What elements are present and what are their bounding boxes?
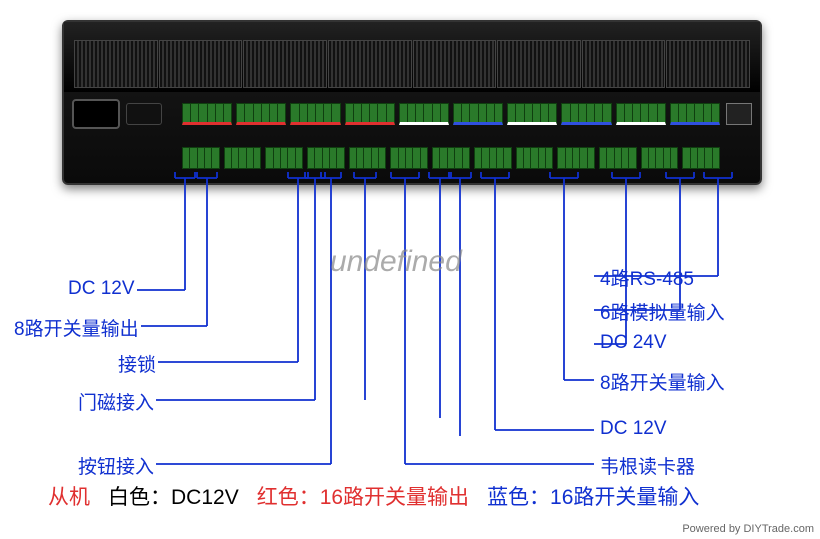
device-terminal-row-top <box>64 92 760 136</box>
lan-port <box>726 103 752 125</box>
power-switch <box>126 103 162 125</box>
device-terminal-row-bottom <box>64 136 760 180</box>
device-chassis <box>62 20 762 185</box>
terminal-block <box>290 103 340 125</box>
terminal-block <box>307 147 345 169</box>
terminal-block <box>616 103 666 125</box>
terminal-block <box>390 147 428 169</box>
terminal-block <box>474 147 512 169</box>
terminal-block <box>265 147 303 169</box>
footer-legend: 从机 白色：DC12V 红色：16路开关量输出 蓝色：16路开关量输入 <box>48 481 699 511</box>
watermark-text: undefined <box>330 245 462 279</box>
terminal-block <box>182 147 220 169</box>
terminal-block <box>399 103 449 125</box>
terminal-block <box>182 103 232 125</box>
terminal-block <box>561 103 611 125</box>
terminal-block <box>682 147 720 169</box>
callout-label: 接锁 <box>118 350 156 377</box>
footer-item: 红色：16路开关量输出 <box>257 481 469 511</box>
terminal-block <box>345 103 395 125</box>
terminal-block <box>641 147 679 169</box>
footer-prefix: 从机 <box>48 481 90 511</box>
device-led-panel <box>64 22 760 92</box>
callout-label: 韦根读卡器 <box>600 452 695 479</box>
callout-label: DC 12V <box>600 418 667 440</box>
terminal-block <box>432 147 470 169</box>
callout-label: 4路RS-485 <box>600 264 694 291</box>
footer-item: 蓝色：16路开关量输入 <box>487 481 699 511</box>
terminal-block <box>349 147 387 169</box>
callout-label: 8路开关量输入 <box>600 368 725 395</box>
callout-label: DC 24V <box>600 332 667 354</box>
terminal-block <box>507 103 557 125</box>
callout-label: 按钮接入 <box>78 452 154 479</box>
callout-label: 8路开关量输出 <box>14 314 139 341</box>
terminal-block <box>516 147 554 169</box>
terminal-block <box>453 103 503 125</box>
terminal-block <box>599 147 637 169</box>
credit-text: Powered by DIYTrade.com <box>682 523 814 535</box>
terminal-block <box>670 103 720 125</box>
footer-item: 白色：DC12V <box>108 481 239 511</box>
callout-label: 6路模拟量输入 <box>600 298 725 325</box>
terminal-block <box>236 103 286 125</box>
power-socket <box>72 99 120 129</box>
callout-label: DC 12V <box>68 278 135 300</box>
terminal-block <box>557 147 595 169</box>
callout-label: 门磁接入 <box>78 388 154 415</box>
terminal-block <box>224 147 262 169</box>
